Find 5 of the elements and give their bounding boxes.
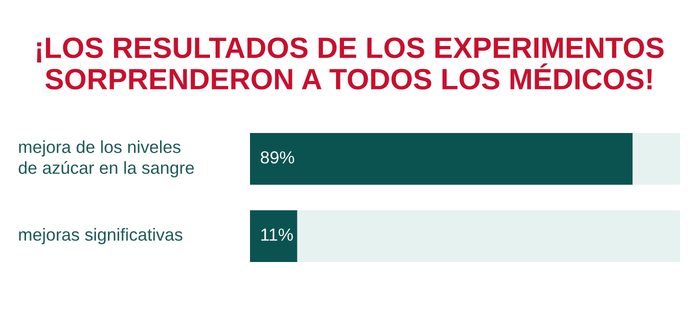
data-label: 11% [261, 228, 293, 241]
y-tick-label: mejora de los niveles de azúcar en la sangre [18, 140, 194, 178]
chart-title: ¡LOS RESULTADOS DE LOS EXPERIMENTOS SORPRENDERON A TODOS LOS MÉDICOS! [37, 37, 664, 90]
y-tick-label: mejoras significativas [19, 228, 182, 244]
data-label: 89% [260, 151, 294, 164]
